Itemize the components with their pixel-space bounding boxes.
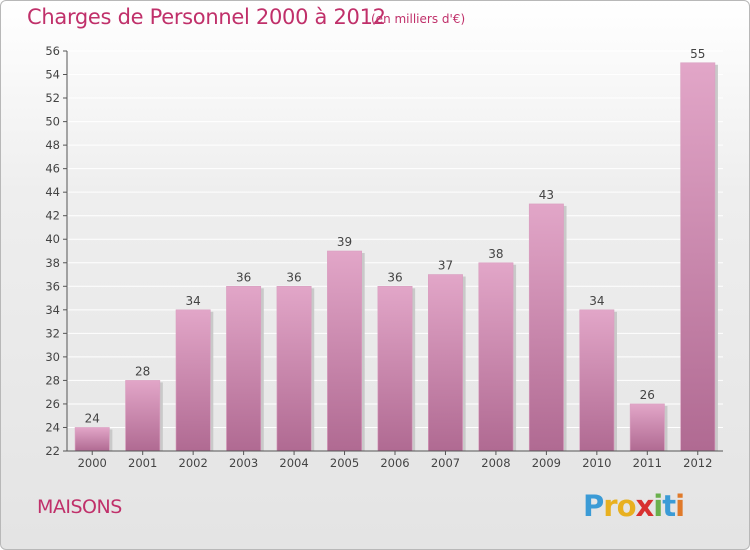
x-tick-label: 2005 <box>330 456 359 470</box>
bar-2010 <box>579 309 615 452</box>
x-tick-label: 2009 <box>532 456 561 470</box>
logo-letter: r <box>603 489 617 523</box>
data-label: 24 <box>85 411 100 425</box>
x-tick-label: 2010 <box>582 456 611 470</box>
x-tick-label: 2000 <box>78 456 107 470</box>
bar-2011 <box>629 403 665 452</box>
bar-2001 <box>125 380 161 452</box>
bar-2003 <box>226 285 262 452</box>
chart-unit-note: (en milliers d'€) <box>371 12 466 26</box>
y-tick-label: 34 <box>45 303 60 317</box>
data-label: 34 <box>186 294 201 308</box>
y-tick-label: 24 <box>45 420 60 434</box>
bar-2002 <box>175 309 211 452</box>
logo-letter: P <box>583 489 604 523</box>
y-tick-label: 28 <box>45 373 60 387</box>
bar-2009 <box>528 203 564 452</box>
data-label: 34 <box>589 294 604 308</box>
y-tick-label: 44 <box>45 185 60 199</box>
y-tick-label: 46 <box>45 162 60 176</box>
y-tick-label: 48 <box>45 138 60 152</box>
x-tick-label: 2011 <box>633 456 662 470</box>
data-label: 28 <box>135 364 150 378</box>
bar-2000 <box>74 427 110 452</box>
y-tick-label: 52 <box>45 91 60 105</box>
proxiti-logo[interactable]: Proxiti <box>583 489 685 523</box>
x-tick-label: 2012 <box>683 456 712 470</box>
bar-2004 <box>276 285 312 452</box>
x-tick-label: 2006 <box>380 456 409 470</box>
logo-letter: i <box>675 489 685 523</box>
data-label: 37 <box>438 259 453 273</box>
bars <box>74 62 718 452</box>
data-label: 38 <box>488 247 503 261</box>
y-tick-label: 54 <box>45 68 60 82</box>
y-tick-label: 22 <box>45 444 60 458</box>
x-tick-label: 2008 <box>481 456 510 470</box>
y-tick-label: 50 <box>45 115 60 129</box>
bar-2005 <box>327 250 362 452</box>
bar-2012 <box>680 62 716 452</box>
data-label: 26 <box>640 388 655 402</box>
x-tick-label: 2002 <box>179 456 208 470</box>
bar-2008 <box>478 262 514 452</box>
x-tick-label: 2004 <box>279 456 308 470</box>
chart-title: Charges de Personnel 2000 à 2012 <box>27 5 386 29</box>
y-tick-label: 30 <box>45 350 60 364</box>
logo-letter: o <box>616 489 637 523</box>
bar-2007 <box>428 274 463 452</box>
commune-name: MAISONS <box>37 496 122 518</box>
y-tick-label: 42 <box>45 209 60 223</box>
logo-letter: i <box>653 489 663 523</box>
x-tick-label: 2003 <box>229 456 258 470</box>
bar-2006 <box>377 285 413 452</box>
data-label: 36 <box>387 270 402 284</box>
y-tick-label: 56 <box>45 44 60 58</box>
axes <box>63 50 723 455</box>
data-label: 39 <box>337 235 352 249</box>
x-tick-label: 2007 <box>431 456 460 470</box>
y-tick-label: 26 <box>45 397 60 411</box>
data-label: 55 <box>690 47 705 61</box>
data-label: 36 <box>236 270 251 284</box>
data-label: 43 <box>539 188 554 202</box>
y-tick-label: 40 <box>45 232 60 246</box>
logo-letter: t <box>662 489 676 523</box>
logo-letter: x <box>635 489 655 523</box>
y-tick-label: 36 <box>45 279 60 293</box>
y-tick-label: 32 <box>45 326 60 340</box>
data-label: 36 <box>286 270 301 284</box>
labels: 22 24 26 28 30 32 34 36 38 40 42 44 46 48 50 52 54 56 24 20… <box>45 44 712 470</box>
x-tick-label: 2001 <box>128 456 157 470</box>
y-tick-label: 38 <box>45 256 60 270</box>
